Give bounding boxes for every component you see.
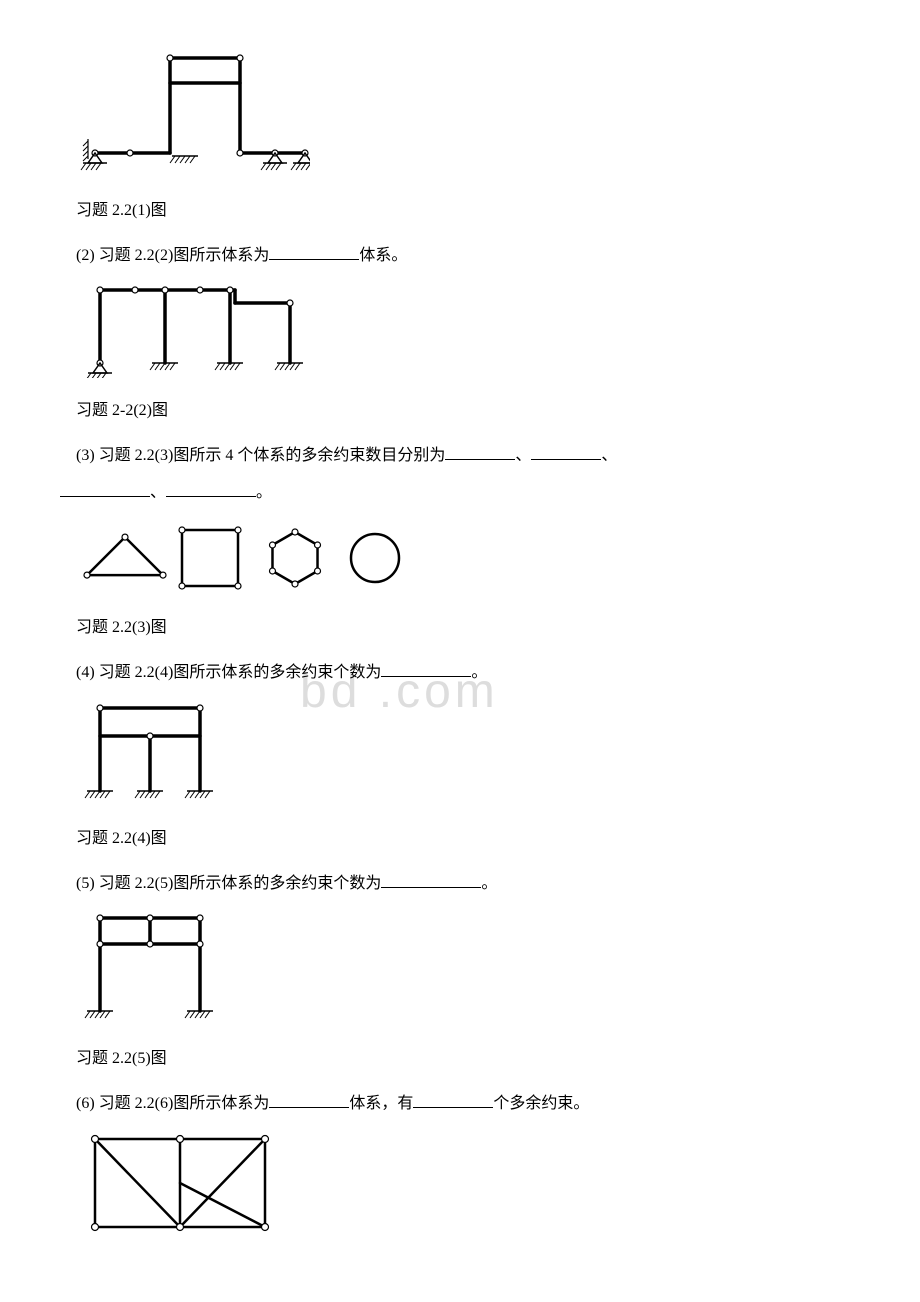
question-6: (6) 习题 2.2(6)图所示体系为 体系，有 个多余约束。 — [60, 1090, 860, 1119]
q6-blank-1 — [269, 1091, 349, 1108]
q3-blank-1 — [445, 443, 515, 460]
q3-blank-2 — [531, 443, 601, 460]
question-5: (5) 习题 2.2(5)图所示体系的多余约束个数为 。 — [60, 870, 860, 899]
question-2: (2) 习题 2.2(2)图所示体系为 体系。 — [60, 242, 860, 271]
figure-2-2-3 — [80, 516, 860, 607]
q2-blank — [269, 243, 359, 260]
q2-suffix: 体系。 — [359, 247, 407, 264]
q4-suffix: 。 — [471, 664, 487, 681]
caption-fig4: 习题 2.2(4)图 — [60, 825, 860, 854]
q4-blank — [381, 660, 471, 677]
diagram-fig6 — [80, 1127, 280, 1242]
q6-mid: 体系，有 — [349, 1095, 413, 1112]
q6-blank-2 — [413, 1091, 493, 1108]
q4-prefix: (4) 习题 2.2(4)图所示体系的多余约束个数为 — [76, 664, 381, 681]
q6-prefix: (6) 习题 2.2(6)图所示体系为 — [76, 1095, 269, 1112]
figure-2-2-4 — [80, 696, 860, 817]
caption-fig5: 习题 2.2(5)图 — [60, 1045, 860, 1074]
figure-2-2-2 — [80, 278, 860, 389]
figure-2-2-1 — [80, 48, 860, 189]
q3-sep3: 、 — [150, 484, 166, 501]
q5-blank — [381, 871, 481, 888]
q3-prefix: (3) 习题 2.2(3)图所示 4 个体系的多余约束数目分别为 — [76, 447, 445, 464]
figure-2-2-5 — [80, 906, 860, 1037]
diagram-fig5 — [80, 906, 230, 1026]
diagram-fig1 — [80, 48, 310, 178]
q2-prefix: (2) 习题 2.2(2)图所示体系为 — [76, 247, 269, 264]
caption-fig1: 习题 2.2(1)图 — [60, 197, 860, 226]
q3-blank-4 — [166, 480, 256, 497]
q5-suffix: 。 — [481, 875, 497, 892]
q3-blank-3 — [60, 480, 150, 497]
caption-fig2: 习题 2-2(2)图 — [60, 397, 860, 426]
diagram-fig2 — [80, 278, 320, 378]
caption-fig3: 习题 2.2(3)图 — [60, 614, 860, 643]
q3-sep2: 、 — [601, 447, 617, 464]
q5-prefix: (5) 习题 2.2(5)图所示体系的多余约束个数为 — [76, 875, 381, 892]
q6-suffix: 个多余约束。 — [493, 1095, 589, 1112]
q3-end: 。 — [256, 484, 272, 501]
figure-2-2-6 — [80, 1127, 860, 1253]
question-3-cont: 、。 — [60, 479, 860, 508]
diagram-fig4 — [80, 696, 230, 806]
question-4: (4) 习题 2.2(4)图所示体系的多余约束个数为 。 — [60, 659, 860, 688]
question-3: (3) 习题 2.2(3)图所示 4 个体系的多余约束数目分别为 、 、 — [60, 442, 860, 471]
diagram-fig3 — [80, 516, 430, 596]
q3-sep1: 、 — [515, 447, 531, 464]
